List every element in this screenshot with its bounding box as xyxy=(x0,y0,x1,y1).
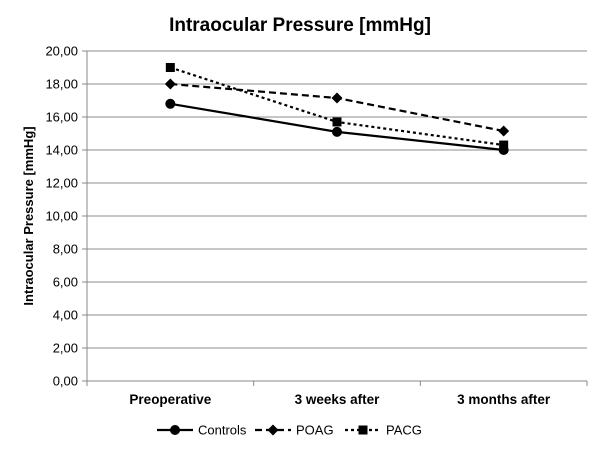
legend: Controls POAG PACG xyxy=(157,423,422,438)
data-point-controls xyxy=(165,98,176,109)
y-tick-label: 16,00 xyxy=(45,110,78,125)
legend-item-poag: POAG xyxy=(255,423,334,438)
y-tick-label: 8,00 xyxy=(53,242,78,257)
series-controls xyxy=(165,98,509,155)
y-tick-label: 6,00 xyxy=(53,275,78,290)
y-tick-label: 14,00 xyxy=(45,143,78,158)
series xyxy=(164,63,510,155)
y-tick-label: 20,00 xyxy=(45,44,78,59)
x-tick-label: 3 weeks after xyxy=(295,392,381,407)
data-point-poag xyxy=(164,78,176,90)
series-pacg xyxy=(165,63,509,150)
y-tick-label: 10,00 xyxy=(45,209,78,224)
legend-label-controls: Controls xyxy=(198,423,247,438)
y-tick-label: 0,00 xyxy=(53,374,78,389)
data-point-poag xyxy=(331,92,343,104)
legend-label-pacg: PACG xyxy=(386,423,422,438)
chart-title: Intraocular Pressure [mmHg] xyxy=(169,15,431,36)
data-point-pacg xyxy=(165,63,175,72)
y-tick-labels: 0,00 2,00 4,00 6,00 8,00 10,00 12,00 14,00 16,00… xyxy=(45,44,78,389)
x-tick-label: Preoperative xyxy=(129,392,211,407)
data-point-poag xyxy=(498,125,510,137)
legend-marker-controls xyxy=(170,425,180,435)
y-tick-label: 18,00 xyxy=(45,77,78,92)
y-axis-label: Intraocular Pressure [mmHg] xyxy=(21,126,36,305)
legend-item-controls: Controls xyxy=(157,423,247,438)
axes xyxy=(82,50,588,386)
legend-marker-poag xyxy=(267,424,279,436)
data-point-pacg xyxy=(499,140,509,150)
series-poag xyxy=(164,78,510,137)
data-point-controls xyxy=(332,126,342,137)
x-tick-label: 3 months after xyxy=(457,392,551,407)
gridlines xyxy=(87,50,587,349)
data-point-pacg xyxy=(332,117,342,127)
legend-marker-pacg xyxy=(358,425,368,435)
legend-label-poag: POAG xyxy=(296,423,334,438)
x-tick-labels: Preoperative 3 weeks after 3 months after xyxy=(129,392,550,407)
y-tick-label: 2,00 xyxy=(53,341,78,356)
legend-item-pacg: PACG xyxy=(345,423,422,438)
y-tick-label: 12,00 xyxy=(45,176,78,191)
y-tick-label: 4,00 xyxy=(53,308,78,323)
